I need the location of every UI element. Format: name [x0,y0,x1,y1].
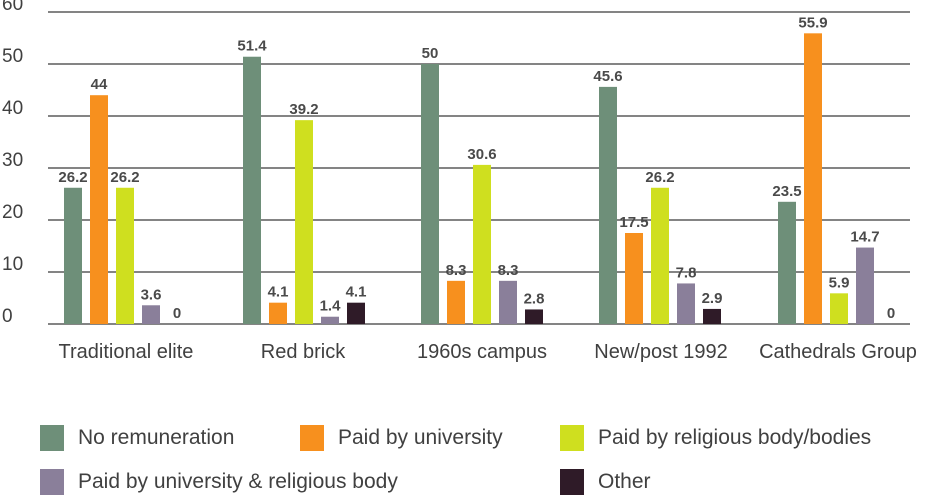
data-label: 3.6 [141,286,162,303]
y-tick-label: 40 [2,98,23,119]
y-tick-label: 0 [2,306,13,327]
bar [703,308,721,324]
data-label: 2.8 [524,290,545,307]
data-label: 7.8 [676,264,697,281]
y-tick-label: 10 [2,254,23,275]
bar [347,302,365,324]
y-tick-label: 30 [2,150,23,171]
x-tick-label: New/post 1992 [594,341,727,363]
x-tick-label: Red brick [261,341,346,363]
bar [116,187,134,324]
data-label: 8.3 [446,262,467,279]
data-label: 4.1 [268,284,289,301]
data-label: 5.9 [829,274,850,291]
data-label: 26.2 [645,169,674,186]
x-tick-label: Traditional elite [59,341,194,363]
data-label: 39.2 [289,101,318,118]
bar [421,64,439,324]
data-label: 23.5 [772,183,801,200]
data-label: 44 [91,76,108,93]
data-label: 8.3 [498,262,519,279]
data-label: 17.5 [619,214,648,231]
bar [64,187,82,324]
data-label: 1.4 [320,298,342,315]
bars [64,33,874,324]
bar [142,305,160,324]
bar [473,164,491,324]
y-tick-label: 50 [2,46,23,67]
data-labels: 26.2 51.4 50 45.6 23.5 44 4.1 8.3 17.5 55.9 26.2 39… [58,14,895,322]
x-tick-label: Cathedrals Group [759,341,917,363]
data-label: 45.6 [593,68,622,85]
bar [651,187,669,324]
data-label: 2.9 [702,290,723,307]
bar [599,86,617,324]
bar [856,247,874,324]
bar [90,95,108,324]
data-label: 0 [173,305,181,322]
bar [625,233,643,324]
bar [804,33,822,324]
bar [243,56,261,324]
y-tick-label: 60 [2,0,23,15]
data-label: 50 [422,45,439,62]
data-label: 30.6 [467,146,496,163]
bar [295,120,313,324]
bar [778,201,796,324]
y-axis-ticks: 0 10 20 30 40 50 60 [2,0,23,327]
data-label: 0 [887,305,895,322]
bar [677,283,695,324]
bar [499,280,517,324]
bar [269,302,287,324]
y-tick-label: 20 [2,202,23,223]
data-label: 55.9 [798,14,827,31]
data-label: 51.4 [237,38,267,55]
x-tick-label: 1960s campus [417,341,547,363]
x-axis-ticks: Traditional elite Red brick 1960s campus Ne… [59,341,917,363]
data-label: 14.7 [850,229,879,246]
bar [321,316,339,324]
bar [525,309,543,324]
data-label: 4.1 [346,284,367,301]
data-label: 26.2 [110,169,139,186]
data-label: 26.2 [58,169,87,186]
bar [830,293,848,324]
bar [447,280,465,324]
